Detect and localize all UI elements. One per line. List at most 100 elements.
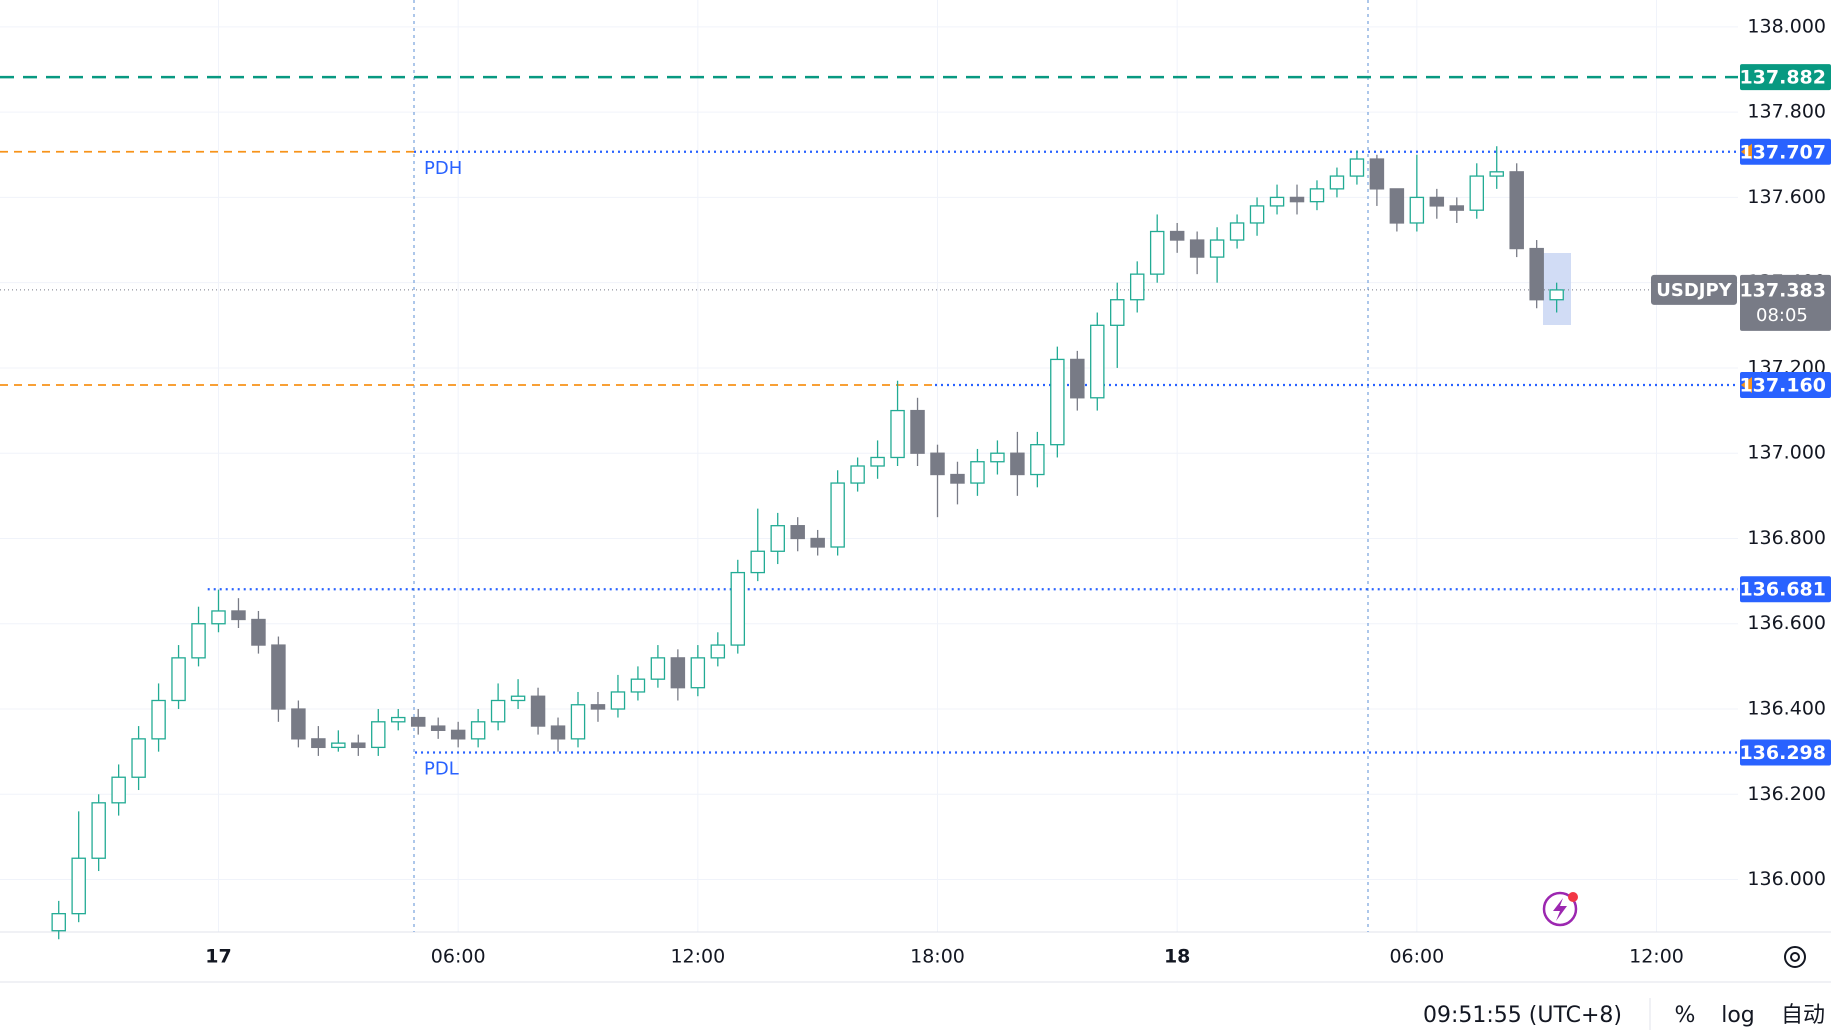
y-tick-label: 136.600 — [1747, 612, 1826, 634]
candle-body — [550, 725, 566, 740]
candle-body — [271, 644, 286, 710]
candle-body — [970, 461, 985, 484]
candle-body — [610, 691, 626, 710]
y-tick-label: 137.600 — [1747, 186, 1826, 208]
candle-body — [151, 699, 166, 740]
candle-body — [211, 610, 226, 625]
x-tick-label: 18 — [1164, 946, 1190, 968]
alert-icon-bolt[interactable] — [1553, 898, 1567, 921]
candle-body — [1489, 171, 1504, 177]
candle-body — [191, 623, 206, 659]
candle-body — [1090, 324, 1105, 399]
candle-body — [430, 725, 446, 731]
levels: PDH PDL — [0, 75, 1738, 780]
candle-body — [291, 708, 306, 740]
level-name: PDL — [424, 759, 459, 780]
candle-body — [1549, 289, 1564, 301]
settings-gear[interactable] — [1784, 946, 1806, 968]
candle-body — [1070, 358, 1085, 399]
symbol-name: USDJPY — [1656, 280, 1732, 301]
level-label: 136.298 — [1739, 742, 1826, 764]
settings-gear-hub[interactable] — [1790, 952, 1800, 962]
candle-body — [171, 657, 186, 702]
candle-body — [450, 729, 466, 740]
log-toggle[interactable]: log — [1721, 1003, 1755, 1028]
y-tick-label: 136.200 — [1747, 783, 1826, 805]
percent-toggle[interactable]: % — [1675, 1003, 1696, 1028]
candle-body — [1189, 239, 1205, 258]
candle-body — [1369, 158, 1385, 190]
candle-body — [1329, 175, 1345, 190]
candle-body — [391, 716, 406, 723]
x-tick-label: 17 — [205, 946, 231, 968]
level-label: 137.160 — [1739, 374, 1826, 396]
y-tick-label: 136.400 — [1747, 698, 1826, 720]
y-tick-label: 136.000 — [1747, 868, 1826, 890]
current-price-label: 137.383 — [1739, 279, 1826, 301]
candle-body — [750, 550, 765, 574]
candle-body — [850, 465, 865, 484]
candle-body — [1030, 444, 1045, 476]
candle-body — [790, 525, 805, 540]
candle-body — [131, 738, 146, 778]
candle-body — [1449, 205, 1465, 211]
alert-icon-dot[interactable] — [1568, 892, 1578, 902]
candle-body — [1149, 230, 1165, 275]
x-tick-label: 12:00 — [1629, 946, 1684, 968]
level-label: 137.882 — [1739, 67, 1826, 89]
candle-body — [351, 742, 366, 749]
candle-body — [410, 716, 426, 727]
candle-body — [111, 776, 126, 804]
symbol-tag — [1651, 274, 1737, 305]
level-label-box — [1740, 371, 1831, 398]
y-tick-label: 138.000 — [1747, 15, 1826, 37]
candle-body — [690, 657, 706, 689]
x-tick-label: 06:00 — [1389, 946, 1444, 968]
candle-body — [870, 456, 885, 467]
candle-body — [950, 473, 965, 484]
clock[interactable]: 09:51:55 (UTC+8) — [1423, 1003, 1622, 1028]
level-label-box — [1740, 138, 1831, 165]
level-alert-marker — [1741, 376, 1752, 393]
y-tick-label: 137.800 — [1747, 101, 1826, 123]
level-label-box — [1740, 739, 1831, 766]
candle-body — [530, 695, 546, 727]
candle-body — [1529, 247, 1544, 301]
level-label-box — [1740, 576, 1831, 603]
candle-body — [331, 742, 346, 749]
auto-toggle[interactable]: 自动 — [1781, 1003, 1825, 1028]
candle-body — [570, 704, 586, 740]
level-alert-marker — [1741, 143, 1752, 160]
settings-button[interactable] — [1784, 946, 1806, 968]
candle-body — [1389, 188, 1405, 224]
alert-icon-ring[interactable] — [1542, 891, 1578, 927]
candle-body — [770, 525, 785, 552]
candle-body — [1129, 273, 1145, 301]
candles — [51, 146, 1564, 940]
candle-body — [91, 802, 106, 859]
alert-icon[interactable] — [1542, 891, 1578, 927]
x-tick-label: 06:00 — [431, 946, 486, 968]
level-label-box — [1740, 64, 1831, 91]
price-axis: 136.000 136.200 136.400 136.600 136.800 137.0… — [1651, 15, 1831, 890]
candle-body — [1169, 230, 1185, 241]
candle-body — [1050, 358, 1065, 446]
candle-body — [650, 657, 666, 680]
level-label: 137.707 — [1739, 141, 1826, 163]
current-price-box — [1740, 274, 1831, 331]
candle-body — [830, 482, 845, 548]
candle-body — [1509, 171, 1524, 250]
x-tick-label: 18:00 — [910, 946, 965, 968]
candle-body — [710, 644, 726, 659]
candle-body — [810, 537, 825, 548]
candle-body — [1209, 239, 1225, 258]
grid — [0, 0, 1738, 932]
candle-body — [51, 913, 66, 932]
candle-body — [311, 738, 326, 749]
candle-body — [510, 695, 526, 702]
candle-body — [590, 704, 606, 710]
candle-body — [1289, 196, 1305, 203]
candle-body — [231, 610, 246, 621]
candle-body — [371, 721, 386, 749]
